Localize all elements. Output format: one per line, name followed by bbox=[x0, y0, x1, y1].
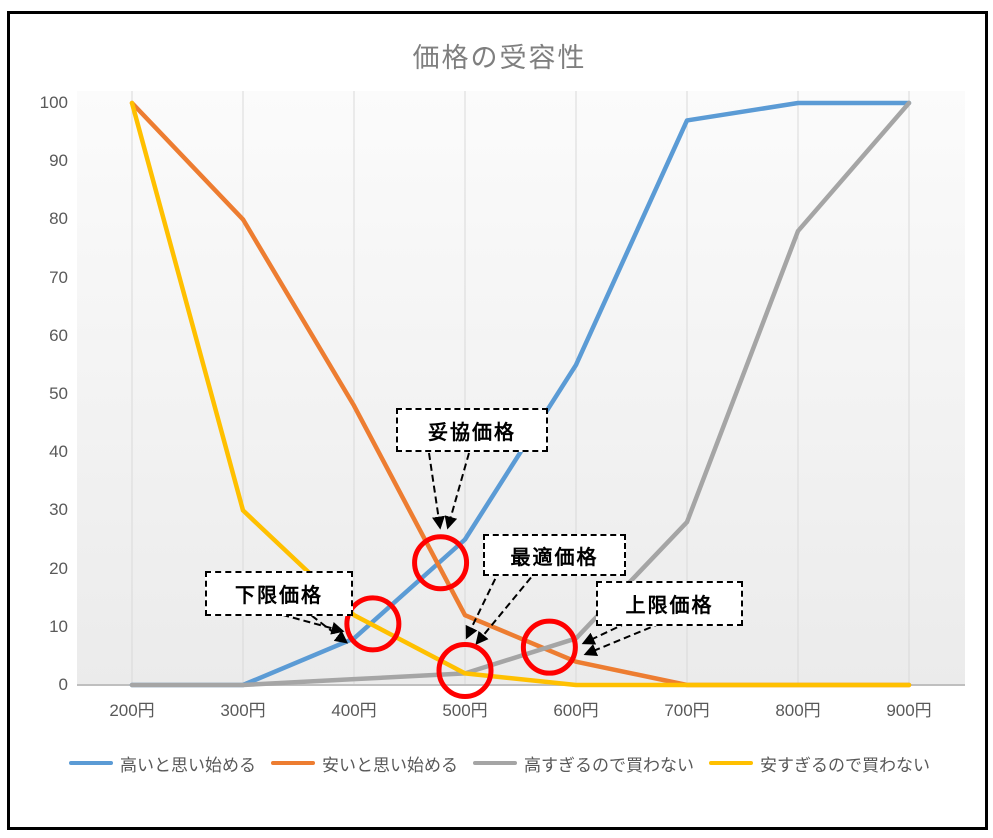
y-tick-label: 70 bbox=[49, 267, 68, 287]
callout-upper-limit-price: 上限価格 bbox=[596, 581, 743, 626]
intersection-marker-circle bbox=[520, 618, 578, 676]
legend-label: 安すぎるので買わない bbox=[760, 755, 930, 775]
legend-item-1: 安いと思い始める bbox=[271, 751, 458, 776]
intersection-marker-circle bbox=[436, 641, 494, 699]
legend-item-2: 高すぎるので買わない bbox=[473, 751, 694, 776]
legend-label: 安いと思い始める bbox=[322, 755, 458, 775]
x-tick-label: 600円 bbox=[553, 701, 599, 720]
legend-label: 高いと思い始める bbox=[120, 755, 256, 775]
x-tick-label: 200円 bbox=[109, 701, 155, 720]
x-tick-label: 500円 bbox=[442, 701, 488, 720]
y-tick-label: 30 bbox=[49, 500, 68, 520]
y-tick-label: 10 bbox=[49, 616, 68, 636]
y-tick-label: 20 bbox=[49, 558, 68, 578]
y-tick-label: 60 bbox=[49, 325, 68, 345]
x-tick-label: 700円 bbox=[664, 701, 710, 720]
legend-swatch-icon bbox=[709, 761, 753, 765]
callout-leader-line bbox=[475, 568, 539, 646]
x-tick-label: 900円 bbox=[886, 701, 932, 720]
y-tick-label: 0 bbox=[58, 675, 68, 694]
y-tick-label: 50 bbox=[49, 384, 68, 403]
x-tick-label: 400円 bbox=[331, 701, 377, 720]
y-tick-label: 40 bbox=[49, 442, 68, 462]
callout-optimal-price: 最適価格 bbox=[483, 534, 626, 576]
y-tick-label: 80 bbox=[49, 209, 68, 229]
legend-item-3: 安すぎるので買わない bbox=[709, 751, 930, 776]
y-tick-label: 90 bbox=[49, 151, 68, 171]
callout-leader-line bbox=[428, 452, 445, 530]
series-line-0 bbox=[129, 100, 912, 688]
callout-leader-line bbox=[302, 608, 349, 644]
legend-swatch-icon bbox=[271, 761, 315, 765]
callout-compromise-price: 妥協価格 bbox=[396, 408, 548, 452]
intersection-marker-circle bbox=[344, 595, 402, 653]
legend-swatch-icon bbox=[473, 761, 517, 765]
x-tick-label: 300円 bbox=[220, 701, 266, 720]
series-line-3 bbox=[129, 100, 912, 688]
legend-label: 高すぎるので買わない bbox=[524, 755, 694, 775]
chart-outer-border: 価格の受容性 0 10 20 30 40 50 60 70 80 90 100 200円 300円 40… bbox=[7, 11, 988, 830]
callout-leader-line bbox=[444, 452, 470, 530]
callout-leader-line bbox=[465, 568, 501, 640]
callout-leader-line bbox=[581, 617, 638, 645]
chart-legend: 高いと思い始める 安いと思い始める 高すぎるので買わない 安すぎるので買わない bbox=[10, 747, 989, 779]
callout-lower-limit-price: 下限価格 bbox=[205, 571, 353, 616]
intersection-marker-circle bbox=[412, 534, 470, 592]
series-line-2 bbox=[129, 100, 912, 688]
y-tick-label: 100 bbox=[39, 93, 68, 112]
chart-title: 価格の受容性 bbox=[412, 43, 587, 73]
legend-swatch-icon bbox=[69, 761, 113, 765]
price-sensitivity-chart: 価格の受容性 0 10 20 30 40 50 60 70 80 90 100 200円 300円 40… bbox=[10, 14, 985, 827]
legend-item-0: 高いと思い始める bbox=[69, 751, 256, 776]
x-tick-label: 800円 bbox=[775, 701, 821, 720]
